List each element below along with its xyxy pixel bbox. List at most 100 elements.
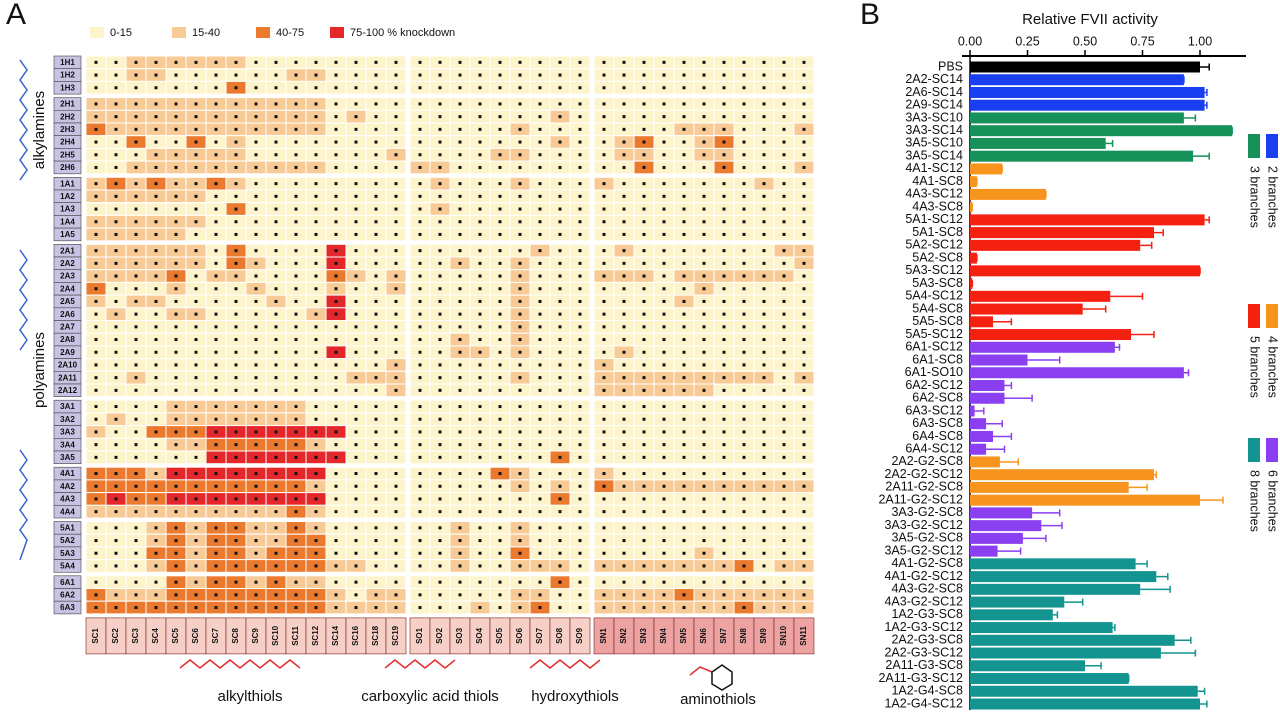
legend-label: 3 branches xyxy=(1248,166,1262,228)
cell-dot xyxy=(578,564,582,568)
cell-dot xyxy=(114,312,118,316)
cell-dot xyxy=(662,363,666,367)
cell-dot xyxy=(334,165,338,169)
cell-dot xyxy=(418,606,422,610)
cell-dot xyxy=(294,220,298,224)
cell-dot xyxy=(114,261,118,265)
cell-dot xyxy=(498,312,502,316)
cell-dot xyxy=(418,207,422,211)
cell-dot xyxy=(254,299,258,303)
cell-dot xyxy=(518,261,522,265)
cell-dot xyxy=(94,86,98,90)
cell-dot xyxy=(762,510,766,514)
cell-dot xyxy=(214,325,218,329)
cell-dot xyxy=(334,580,338,584)
cell-dot xyxy=(478,430,482,434)
cell-dot xyxy=(622,312,626,316)
cell-dot xyxy=(762,551,766,555)
cell-dot xyxy=(254,249,258,253)
row-label: 2H3 xyxy=(60,125,75,134)
cell-dot xyxy=(458,165,462,169)
cell-dot xyxy=(702,606,706,610)
cell-dot xyxy=(294,115,298,119)
cell-dot xyxy=(578,86,582,90)
cell-dot xyxy=(558,312,562,316)
cell-dot xyxy=(94,472,98,476)
cell-dot xyxy=(578,207,582,211)
bar xyxy=(970,188,1046,200)
cell-dot xyxy=(354,417,358,421)
cell-dot xyxy=(114,325,118,329)
cell-dot xyxy=(354,261,358,265)
cell-dot xyxy=(642,127,646,131)
cell-dot xyxy=(194,194,198,198)
cell-dot xyxy=(154,182,158,186)
cell-dot xyxy=(578,350,582,354)
cell-dot xyxy=(702,287,706,291)
cell-dot xyxy=(154,526,158,530)
cell-dot xyxy=(682,274,686,278)
cell-dot xyxy=(642,443,646,447)
cell-dot xyxy=(498,182,502,186)
cell-dot xyxy=(458,261,462,265)
cell-dot xyxy=(214,274,218,278)
cell-dot xyxy=(498,153,502,157)
cell-dot xyxy=(682,232,686,236)
cell-dot xyxy=(194,165,198,169)
cell-dot xyxy=(558,472,562,476)
cell-dot xyxy=(538,510,542,514)
cell-dot xyxy=(682,73,686,77)
cell-dot xyxy=(802,564,806,568)
cell-dot xyxy=(702,194,706,198)
cell-dot xyxy=(558,127,562,131)
cell-dot xyxy=(418,455,422,459)
cell-dot xyxy=(558,484,562,488)
cell-dot xyxy=(294,325,298,329)
cell-dot xyxy=(274,497,278,501)
cell-dot xyxy=(458,593,462,597)
cell-dot xyxy=(374,443,378,447)
cell-dot xyxy=(438,338,442,342)
cell-dot xyxy=(518,127,522,131)
bar xyxy=(970,520,1042,532)
cell-dot xyxy=(174,551,178,555)
cell-dot xyxy=(114,417,118,421)
cell-dot xyxy=(418,497,422,501)
cell-dot xyxy=(418,580,422,584)
cell-dot xyxy=(174,510,178,514)
cell-dot xyxy=(578,405,582,409)
cell-dot xyxy=(354,455,358,459)
cell-dot xyxy=(274,350,278,354)
cell-dot xyxy=(214,430,218,434)
cell-dot xyxy=(578,182,582,186)
cell-dot xyxy=(394,325,398,329)
cell-dot xyxy=(394,220,398,224)
cell-dot xyxy=(334,60,338,64)
cell-dot xyxy=(114,593,118,597)
cell-dot xyxy=(622,580,626,584)
cell-dot xyxy=(438,443,442,447)
cell-dot xyxy=(702,551,706,555)
cell-dot xyxy=(742,430,746,434)
cell-dot xyxy=(214,299,218,303)
cell-dot xyxy=(782,526,786,530)
bar xyxy=(970,99,1205,111)
cell-dot xyxy=(174,388,178,392)
cell-dot xyxy=(394,182,398,186)
cell-dot xyxy=(802,593,806,597)
column-label: SC2 xyxy=(111,628,120,644)
cell-dot xyxy=(194,564,198,568)
row-label: 1H2 xyxy=(60,71,75,80)
cell-dot xyxy=(682,115,686,119)
cell-dot xyxy=(174,455,178,459)
cell-dot xyxy=(334,312,338,316)
cell-dot xyxy=(478,274,482,278)
cell-dot xyxy=(294,551,298,555)
row-label: 2A4 xyxy=(60,284,75,293)
cell-dot xyxy=(782,510,786,514)
cell-dot xyxy=(682,207,686,211)
cell-dot xyxy=(438,472,442,476)
cell-dot xyxy=(478,127,482,131)
cell-dot xyxy=(94,564,98,568)
